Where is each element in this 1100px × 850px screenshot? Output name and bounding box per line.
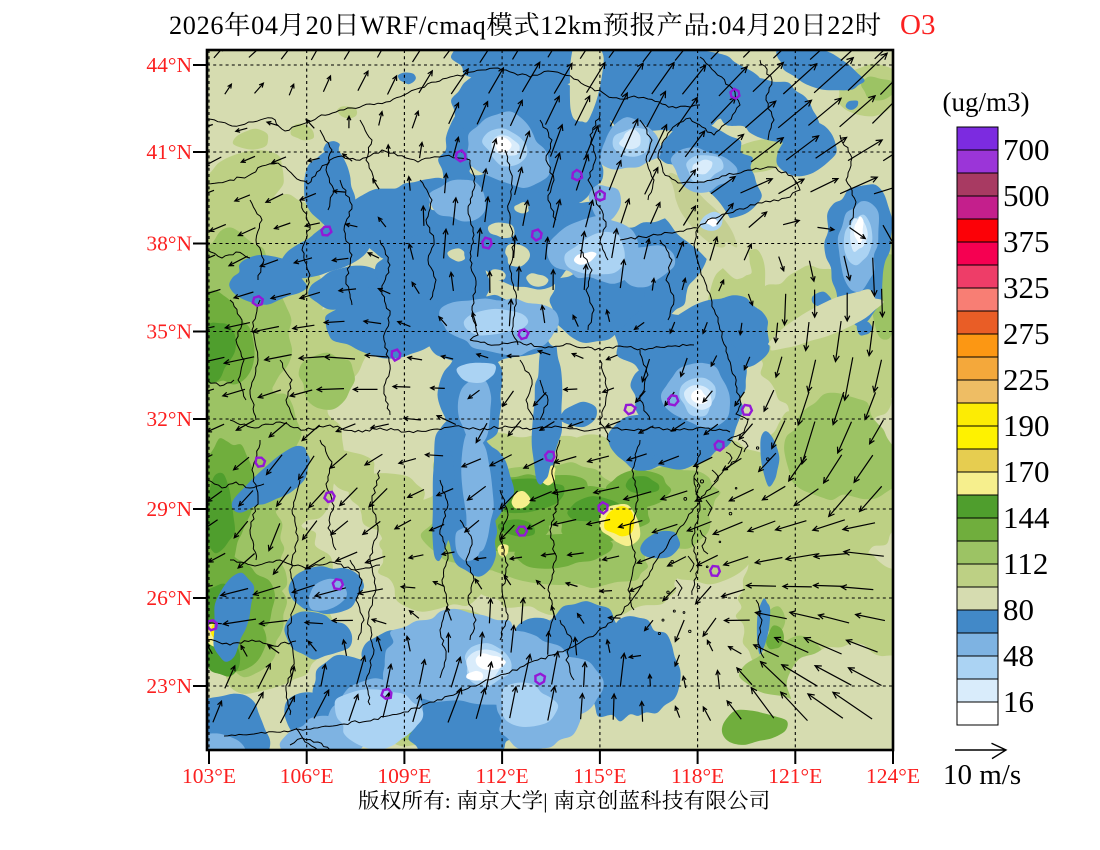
svg-text:16: 16 [1003, 684, 1034, 719]
svg-text:170: 170 [1003, 454, 1050, 489]
svg-text:106°E: 106°E [280, 764, 334, 788]
svg-text:35°N: 35°N [146, 320, 192, 344]
svg-text:118°E: 118°E [671, 764, 724, 788]
svg-text:275: 275 [1003, 316, 1050, 351]
svg-text:112: 112 [1003, 546, 1048, 581]
svg-text:20: 20 [773, 11, 801, 40]
svg-text:375: 375 [1003, 224, 1050, 259]
svg-text:144: 144 [1003, 500, 1050, 535]
svg-text:22: 22 [827, 11, 855, 40]
svg-text:20: 20 [306, 11, 334, 40]
svg-text:109°E: 109°E [377, 764, 431, 788]
svg-text:WRF/cmaq: WRF/cmaq [360, 11, 486, 40]
svg-text:48: 48 [1003, 638, 1034, 673]
svg-text::: : [445, 789, 451, 813]
svg-text:190: 190 [1003, 408, 1050, 443]
svg-text:04: 04 [251, 11, 279, 40]
svg-text:29°N: 29°N [146, 497, 192, 521]
svg-text:124°E: 124°E [866, 764, 920, 788]
svg-text:112°E: 112°E [476, 764, 529, 788]
svg-text:38°N: 38°N [146, 232, 192, 256]
svg-text:121°E: 121°E [768, 764, 822, 788]
svg-text:115°E: 115°E [573, 764, 626, 788]
svg-text:225: 225 [1003, 362, 1050, 397]
svg-text:44°N: 44°N [146, 53, 192, 77]
svg-text:26°N: 26°N [146, 586, 192, 610]
svg-text:32°N: 32°N [146, 407, 192, 431]
svg-text:(ug/m3): (ug/m3) [943, 87, 1030, 117]
svg-text:700: 700 [1003, 132, 1050, 167]
svg-text:325: 325 [1003, 270, 1050, 305]
svg-text:23°N: 23°N [146, 674, 192, 698]
svg-text:O3: O3 [900, 9, 935, 41]
svg-text:10 m/s: 10 m/s [943, 759, 1021, 791]
svg-text:41°N: 41°N [146, 140, 192, 164]
svg-text::04: :04 [710, 11, 746, 40]
svg-text:12km: 12km [540, 11, 602, 40]
svg-text:2026: 2026 [169, 11, 224, 40]
svg-text:103°E: 103°E [182, 764, 236, 788]
svg-text:80: 80 [1003, 592, 1034, 627]
svg-text:|: | [543, 789, 548, 813]
svg-text:500: 500 [1003, 178, 1050, 213]
